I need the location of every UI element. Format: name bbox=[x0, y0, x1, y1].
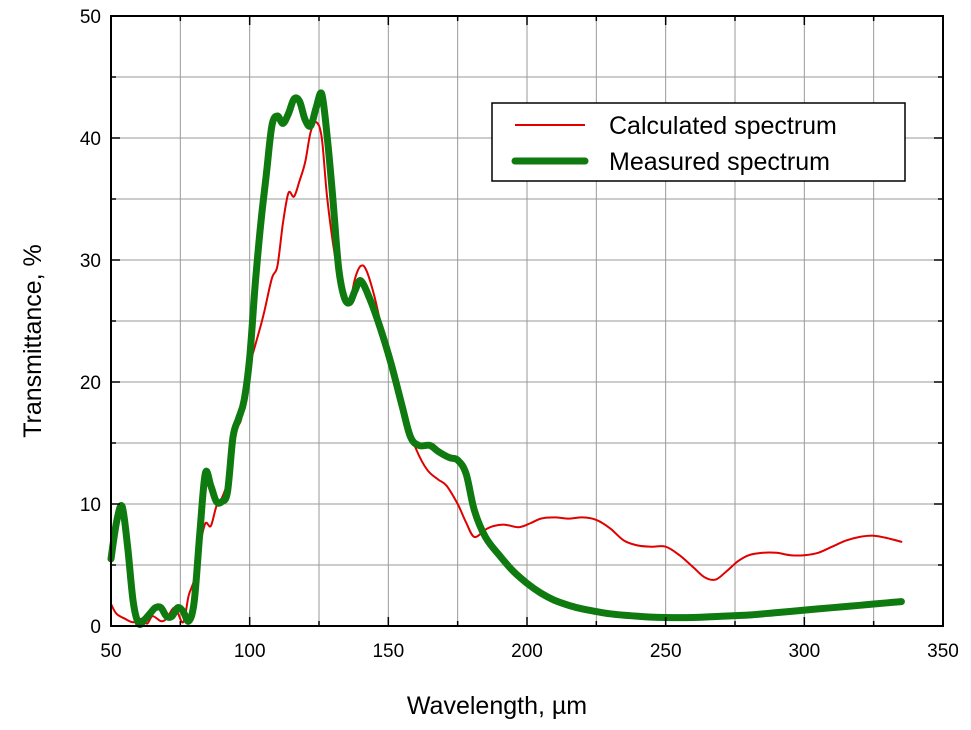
y-tick-label: 20 bbox=[80, 373, 101, 394]
legend: Calculated spectrum Measured spectrum bbox=[491, 102, 906, 182]
x-tick-label: 350 bbox=[927, 641, 959, 662]
x-tick-label: 100 bbox=[234, 641, 266, 662]
y-tick-label: 10 bbox=[80, 495, 101, 516]
series-line-measured bbox=[107, 89, 905, 629]
x-tick-label: 200 bbox=[511, 641, 543, 662]
legend-label-measured: Measured spectrum bbox=[609, 148, 830, 176]
x-tick-label: 50 bbox=[100, 641, 121, 662]
legend-box bbox=[491, 102, 906, 182]
y-tick-label: 0 bbox=[90, 617, 101, 638]
legend-label-calculated: Calculated spectrum bbox=[609, 112, 837, 140]
y-axis-title: Transmittance, % bbox=[19, 244, 47, 438]
x-tick-label: 150 bbox=[372, 641, 404, 662]
x-axis-title: Wavelength, µm bbox=[407, 692, 587, 720]
x-tick-label: 300 bbox=[788, 641, 820, 662]
x-tick-label: 250 bbox=[650, 641, 682, 662]
y-tick-label: 40 bbox=[80, 129, 101, 150]
series-layer bbox=[107, 89, 905, 629]
axis-ticks bbox=[110, 15, 944, 627]
y-tick-label: 30 bbox=[80, 251, 101, 272]
tick-labels: 50 100 150 200 250 300 350 0 10 20 30 40 50 bbox=[80, 7, 959, 662]
y-tick-label: 50 bbox=[80, 7, 101, 28]
